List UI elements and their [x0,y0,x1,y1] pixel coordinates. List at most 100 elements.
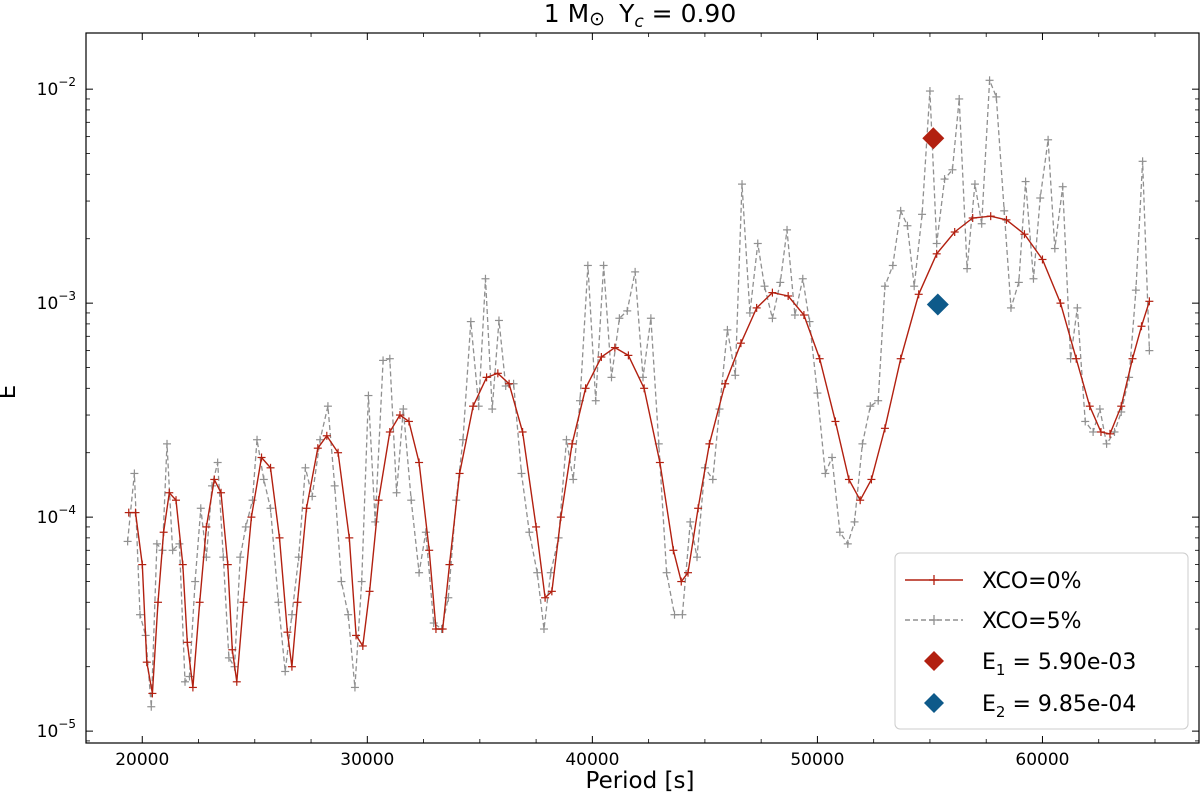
data-point [316,435,325,444]
data-point [597,353,606,362]
data-point [662,568,671,577]
data-point [385,427,394,436]
data-point [301,463,310,472]
legend-item: XCO=0% [905,569,1081,594]
data-point [183,638,192,647]
data-point [455,469,464,478]
data-point [163,439,172,448]
legend-label: XCO=0% [982,569,1081,594]
data-point [1117,402,1126,411]
data-point [334,448,343,457]
data-point [142,658,151,667]
data-point [591,396,600,405]
data-point [188,683,197,692]
data-point [1096,427,1105,436]
data-point [217,488,226,497]
data-point [445,560,454,569]
data-point [896,354,905,363]
y-tick-label: 10−5 [37,717,76,742]
data-point [813,389,822,398]
data-point [202,522,211,531]
data-point [266,463,275,472]
x-tick-label: 20000 [115,750,169,770]
data-point [345,533,354,542]
data-point [124,508,133,517]
data-point [210,475,219,484]
data-point [918,210,927,219]
data-point [968,213,977,222]
data-point [374,496,383,505]
data-point [1095,405,1104,414]
data-point [815,354,824,363]
data-point [232,677,241,686]
data-point [546,568,555,577]
data-point [247,513,256,522]
data-point [191,577,200,586]
legend: XCO=0% XCO=5% E1 = 5.90e-03 E2 = 9.85e-04 [894,552,1189,730]
data-point [395,411,404,420]
data-point [130,469,139,478]
data-point [1072,354,1081,363]
data-point [831,417,840,426]
data-point [275,533,284,542]
data-point [880,424,889,433]
data-point [1145,346,1154,355]
legend-label: E2 = 9.85e-04 [982,692,1136,721]
x-axis: 20000 30000 40000 50000 60000 [85,33,1156,770]
data-point [469,402,478,411]
data-point [753,239,762,248]
data-point [821,469,830,478]
data-point [843,539,852,548]
data-point [646,314,655,323]
chart-title: 1 M⊙ Yc = 0.90 [544,0,737,32]
data-point [1044,135,1053,144]
data-point [404,417,413,426]
data-point [399,405,408,414]
data-point [568,439,577,448]
data-point [1085,402,1094,411]
data-point [257,453,266,462]
data-point [888,261,897,270]
data-point [723,325,732,334]
data-point [293,598,302,607]
data-point [992,92,1001,101]
data-point [799,311,808,320]
y-axis-label: E [0,385,21,400]
data-point [850,517,859,526]
data-point [168,546,177,555]
data-point [517,469,526,478]
data-point [358,641,367,650]
data-point [352,631,361,640]
data-point [541,593,550,602]
data-point [178,560,187,569]
data-point [365,587,374,596]
data-point [639,373,647,382]
data-point [607,373,616,382]
data-point [458,435,467,444]
data-point [1050,244,1059,253]
series-layer [123,76,1154,711]
data-point [385,354,394,363]
data-point [738,180,747,189]
data-point [322,431,331,440]
data-point [655,458,664,467]
series-line [128,215,1151,694]
data-point [253,435,262,444]
data-point [985,76,994,85]
data-point [783,225,792,234]
data-point [1089,427,1098,436]
data-point [415,458,424,467]
data-point [165,488,174,497]
data-point [828,453,837,462]
data-point [236,553,245,562]
data-point [669,546,678,555]
data-point [752,303,761,312]
y-tick-label: 10−4 [37,503,76,528]
data-point [379,356,388,365]
data-point [482,373,491,382]
data-point [287,610,296,619]
x-tick-label: 60000 [1015,750,1069,770]
data-point [790,311,799,320]
data-point [429,619,438,628]
